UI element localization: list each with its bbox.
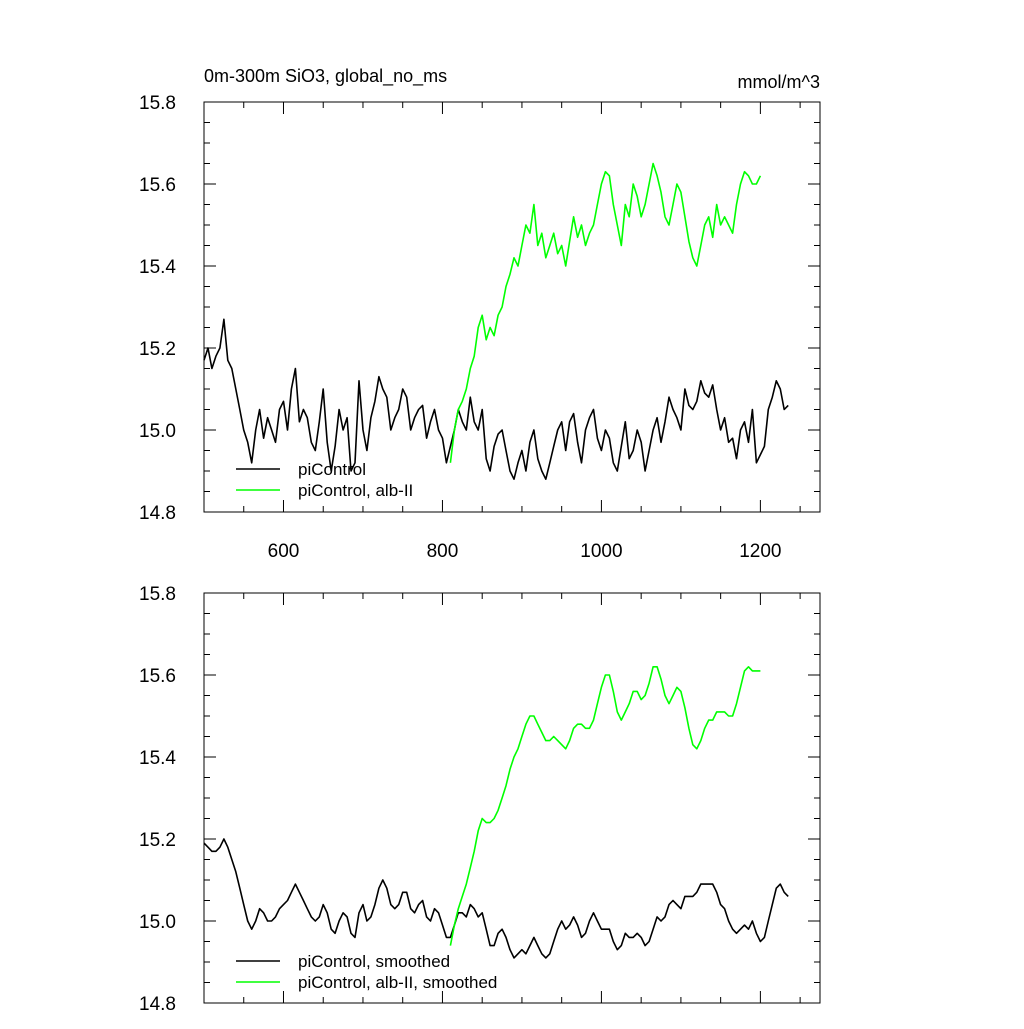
- y-tick-label: 14.8: [139, 503, 176, 524]
- series-line-alb-ii: [449, 665, 761, 946]
- y-tick-label: 15.4: [139, 257, 176, 278]
- y-tick-label: 15.2: [139, 339, 176, 360]
- legend-label: piControl, alb-II: [298, 481, 413, 500]
- y-tick-label: 14.8: [139, 994, 176, 1015]
- y-tick-label: 15.8: [139, 584, 176, 605]
- y-tick-label: 15.2: [139, 830, 176, 851]
- y-tick-label: 15.0: [139, 912, 176, 933]
- x-tick-label: 800: [427, 541, 459, 562]
- y-tick-label: 15.6: [139, 175, 176, 196]
- series-line-picontrol: [203, 318, 789, 481]
- series-line-alb-ii: [449, 162, 762, 463]
- chart-title: 0m-300m SiO3, global_no_ms: [204, 66, 447, 87]
- plot-frame: [203, 592, 821, 1004]
- units-label: mmol/m^3: [738, 72, 820, 92]
- y-tick-label: 15.8: [139, 93, 176, 114]
- x-tick-label: 1000: [580, 541, 622, 562]
- plot-frame: [203, 101, 821, 513]
- bottom-panel: 14.8 15.0 15.2 15.4 15.6 15.8 piControl, smoot…: [139, 584, 821, 1015]
- x-tick-label: 600: [268, 541, 300, 562]
- top-panel: 0m-300m SiO3, global_no_ms mmol/m^3 14.8…: [139, 66, 821, 562]
- y-tick-label: 15.4: [139, 748, 176, 769]
- y-tick-label: 15.6: [139, 666, 176, 687]
- legend-label: piControl: [298, 460, 366, 479]
- x-tick-label: 1200: [739, 541, 781, 562]
- legend-label: piControl, alb-II, smoothed: [298, 973, 497, 992]
- y-tick-label: 15.0: [139, 421, 176, 442]
- series-line-picontrol: [203, 838, 789, 959]
- legend-label: piControl, smoothed: [298, 952, 450, 971]
